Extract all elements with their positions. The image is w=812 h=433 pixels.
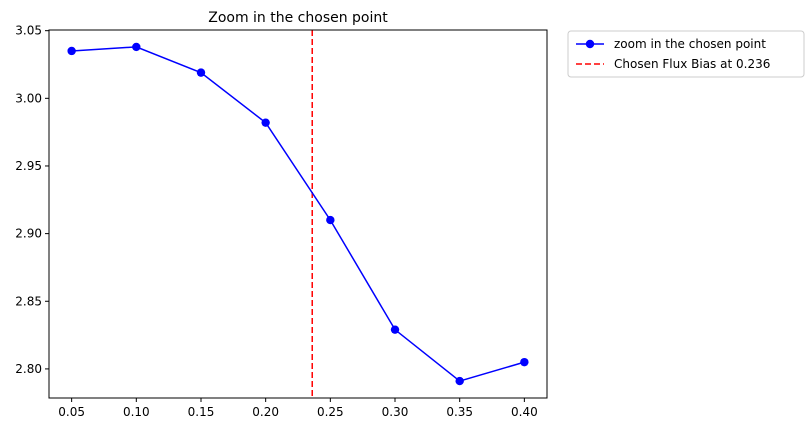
data-point-0-2 bbox=[196, 68, 206, 77]
axes-frame bbox=[48, 29, 548, 399]
y-tick-label-0: 2.80 bbox=[15, 362, 42, 376]
x-tick-label-4: 0.25 bbox=[317, 405, 344, 419]
data-point-0-6 bbox=[455, 376, 464, 386]
x-tick-label-2: 0.15 bbox=[188, 405, 215, 419]
x-tick-label-0: 0.05 bbox=[58, 405, 85, 419]
y-tick-label-2: 2.90 bbox=[15, 227, 42, 241]
y-tick-label-3: 2.95 bbox=[15, 159, 42, 173]
data-point-0-4 bbox=[326, 215, 335, 225]
data-point-0-0 bbox=[67, 46, 76, 56]
legend-label-0: zoom in the chosen point bbox=[614, 37, 766, 51]
plot-area: 0.05 0.10 0.15 0.20 0.25 0.30 0.35 0.40 2.80 2.85… bbox=[15, 24, 548, 419]
legend-swatch-marker-0 bbox=[585, 39, 595, 49]
legend-box bbox=[567, 30, 805, 78]
x-tick-label-3: 0.20 bbox=[252, 405, 279, 419]
chart-title: Zoom in the chosen point bbox=[208, 10, 388, 26]
x-tick-label-7: 0.40 bbox=[511, 405, 538, 419]
series-line-0 bbox=[71, 46, 525, 382]
legend: zoom in the chosen point Chosen Flux Bias… bbox=[567, 30, 805, 78]
data-point-0-1 bbox=[132, 42, 141, 52]
x-tick-label-1: 0.10 bbox=[123, 405, 150, 419]
y-tick-label-4: 3.00 bbox=[15, 91, 42, 105]
legend-label-1: Chosen Flux Bias at 0.236 bbox=[614, 57, 770, 71]
x-tick-label-6: 0.35 bbox=[446, 405, 473, 419]
data-point-0-5 bbox=[390, 325, 400, 334]
y-tick-label-5: 3.05 bbox=[15, 24, 42, 38]
y-tick-label-1: 2.85 bbox=[15, 294, 42, 308]
x-tick-label-5: 0.30 bbox=[382, 405, 409, 419]
data-point-0-7 bbox=[520, 357, 529, 367]
data-point-0-3 bbox=[261, 118, 270, 127]
